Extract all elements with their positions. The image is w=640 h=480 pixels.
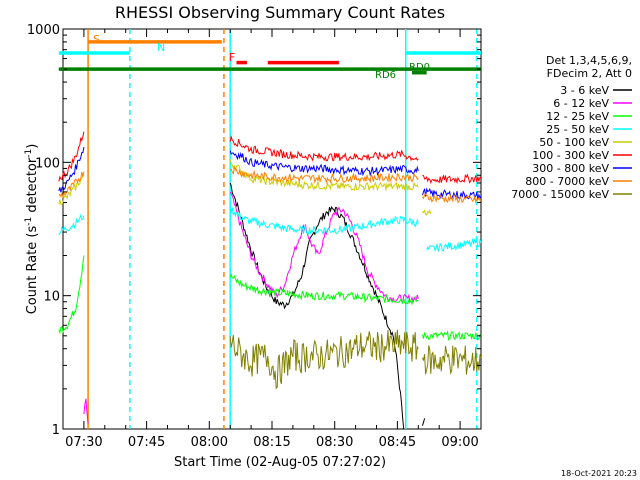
series-3 (58, 204, 482, 252)
x-axis-label: Start Time (02-Aug-05 07:27:02) (174, 455, 386, 470)
chart-title: RHESSI Observing Summary Count Rates (115, 3, 445, 22)
legend-label-5: 100 - 300 keV (532, 149, 609, 162)
annotation-rd6: RD6 (375, 70, 396, 81)
series-3-segment-1 (229, 204, 419, 236)
legend: Det 1,3,4,5,6,9,FDecim 2, Att 0 3 - 6 keV… (511, 54, 632, 201)
series-2-segment-1 (229, 272, 419, 306)
series-5-segment-0 (58, 131, 85, 182)
legend-header-1: FDecim 2, Att 0 (547, 67, 632, 80)
annotation-rd0: RD0 (409, 62, 430, 73)
annotation-s: S (93, 33, 100, 46)
series-8 (229, 329, 482, 390)
timestamp: 18-Oct-2021 20:23 (561, 469, 637, 478)
series-6-segment-0 (58, 147, 85, 193)
x-tick-label-6: 09:00 (441, 435, 478, 450)
series-7-segment-0 (58, 171, 85, 199)
x-tick-label-0: 07:30 (65, 435, 102, 450)
series-1-segment-0 (83, 398, 89, 424)
legend-label-6: 300 - 800 keV (532, 162, 609, 175)
series-0 (229, 182, 426, 430)
series-4 (58, 159, 432, 216)
series-2 (58, 255, 482, 342)
series-5 (58, 131, 482, 185)
legend-label-1: 6 - 12 keV (553, 97, 609, 110)
vertical-markers (87, 29, 478, 429)
series-3-segment-0 (58, 213, 85, 236)
legend-label-0: 3 - 6 keV (560, 84, 609, 97)
y-axis-label-main: Count Rate (s (25, 226, 40, 315)
series-1 (83, 191, 419, 424)
series-6 (58, 147, 482, 201)
axes: 07:30 07:45 08:00 08:15 08:30 08:45 09:00 1 10 10… (27, 23, 482, 450)
series-7-segment-2 (422, 193, 481, 204)
series-2-segment-2 (422, 330, 482, 342)
series-5-segment-1 (229, 136, 419, 162)
series-0-segment-0 (229, 182, 405, 430)
x-tick-label-2: 08:00 (191, 435, 228, 450)
y-axis-label-sup2: -1 (24, 149, 34, 158)
y-tick-label-1: 10 (43, 290, 60, 305)
series-5-segment-2 (422, 173, 482, 185)
series-2-segment-0 (58, 255, 85, 335)
y-axis-label-mid: detector (25, 157, 40, 217)
data-series (58, 131, 482, 430)
x-tick-label-3: 08:15 (253, 435, 290, 450)
x-tick-label-1: 07:45 (128, 435, 165, 450)
annotation-f: F (229, 51, 235, 64)
y-tick-label-0: 1 (52, 423, 60, 438)
legend-header-0: Det 1,3,4,5,6,9, (546, 54, 632, 67)
y-axis-label-end: ) (25, 144, 40, 149)
y-tick-label-3: 1000 (27, 23, 60, 38)
series-4-segment-2 (422, 209, 432, 216)
series-1-segment-1 (229, 191, 419, 305)
series-7 (58, 166, 481, 204)
y-axis-label-sup1: -1 (24, 217, 34, 226)
legend-label-2: 12 - 25 keV (546, 110, 609, 123)
series-0-segment-1 (422, 418, 426, 426)
series-8-segment-0 (229, 329, 419, 390)
series-4-segment-1 (229, 159, 419, 192)
y-tick-label-2: 100 (35, 156, 60, 171)
flag-bars (58, 40, 481, 75)
y-axis-label: Count Rate (s-1 detector-1) (24, 144, 40, 315)
legend-label-8: 7000 - 15000 keV (511, 188, 609, 201)
x-tick-label-4: 08:30 (316, 435, 353, 450)
series-7-segment-1 (229, 166, 419, 185)
series-6-segment-1 (229, 150, 419, 177)
legend-label-3: 25 - 50 keV (546, 123, 609, 136)
annotation-n: N (157, 41, 165, 54)
series-3-segment-2 (426, 237, 482, 252)
series-8-segment-1 (422, 345, 482, 376)
legend-label-4: 50 - 100 keV (539, 136, 609, 149)
legend-label-7: 800 - 7000 keV (525, 175, 609, 188)
x-tick-label-5: 08:45 (379, 435, 416, 450)
